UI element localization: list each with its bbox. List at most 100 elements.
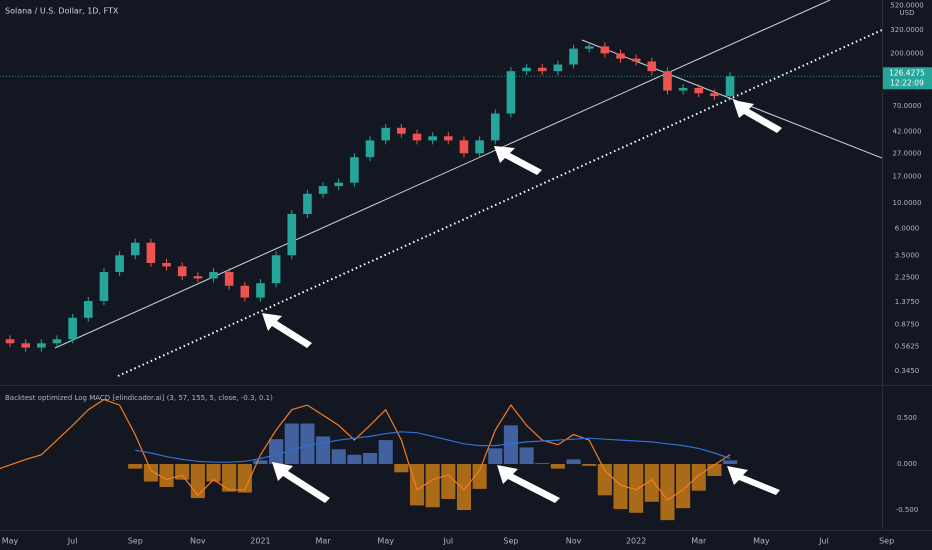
currency: USD [900,9,915,17]
candle [287,214,297,256]
candle [162,262,171,267]
candle [303,193,312,215]
histogram-bar [300,423,315,465]
candle [678,87,688,91]
countdown: 12:22:09 [890,78,924,87]
x-tick-label: Jul [67,537,78,546]
histogram-bar [237,464,252,493]
histogram-bar [676,464,691,509]
histogram-bar [409,464,425,506]
candle [584,46,594,49]
x-tick-label: Mar [316,537,332,546]
histogram-bar [347,454,362,465]
histogram-bar [582,464,597,466]
price-tag [883,67,932,90]
candle [5,339,15,344]
candle [381,127,391,141]
candle [334,182,344,187]
candle [631,58,641,62]
candle [412,133,422,141]
histogram-bar [519,447,534,465]
histogram-bar [472,464,487,489]
support-line [117,29,882,377]
y-tick-label: -0.500 [896,506,919,514]
candle [83,300,93,318]
y-tick-label: 70.0000 [893,102,922,110]
histogram-bar [550,464,565,469]
histogram-bar [363,452,378,465]
histogram-bar [253,460,268,465]
candle [459,140,469,154]
y-tick-label: 2.2500 [895,273,920,281]
histogram-bar [190,464,205,499]
histogram-bar [128,464,143,469]
y-tick-label: 10.0000 [893,199,922,207]
candle [130,242,140,256]
candle [506,71,516,114]
histogram-bar [723,460,738,465]
histogram-bar [613,464,628,510]
arrow [272,462,330,503]
indicator-title: Backtest optimized Log MACD [elindicador… [5,394,273,402]
candle [68,317,77,340]
x-tick-label: Nov [190,537,206,546]
x-tick-label: Sep [879,537,894,546]
candle [663,71,672,91]
x-tick-label: Nov [566,537,582,546]
candle [209,272,218,279]
candle [350,157,359,183]
x-tick-label: May [2,537,19,546]
y-tick-label: 320.0000 [890,26,923,34]
candle [553,64,563,72]
candle [52,339,62,344]
histogram-bar [331,449,346,465]
candle [365,140,375,158]
histogram-bar [143,464,158,482]
x-tick-label: Jul [442,537,453,546]
candle [444,136,453,141]
candle [428,136,437,141]
x-tick-label: Mar [691,537,707,546]
candle [725,76,735,97]
histogram-bar [707,464,722,476]
candle [537,67,547,72]
x-tick-label: Sep [503,537,518,546]
candle [318,186,328,194]
y-tick-label: 0.3450 [895,367,920,375]
histogram-bar [175,464,190,480]
candle [240,285,250,298]
candle [177,266,187,277]
candle [616,53,625,59]
arrow [494,146,542,175]
histogram-bar [660,464,675,521]
arrows [262,100,782,503]
histogram-bar [644,464,659,502]
histogram-bar [284,423,299,465]
arrow [497,465,560,503]
symbol-title: Solana / U.S. Dollar, 1D, FTX [5,7,119,16]
candle [224,272,234,286]
histogram-bar [394,464,409,473]
candle [256,283,265,298]
price-pane [0,42,882,352]
histogram-bar [206,464,221,482]
histogram-bar [269,439,284,465]
macd-line [135,431,731,463]
histogram-bar [456,464,472,511]
x-tick-label: 2022 [626,537,646,546]
trend-line [54,0,831,349]
macd-pane [0,398,738,521]
y-tick-label: 42.0000 [893,127,922,135]
y-tick-label: 6.0000 [895,224,920,232]
histogram-bar [503,425,518,465]
candle [569,48,578,65]
y-tick-label: 0.000 [897,460,917,468]
histogram-bar [425,464,440,508]
arrow [727,466,780,495]
histogram-bar [159,464,174,488]
histogram-bar [316,436,331,465]
x-tick-label: Sep [128,537,143,546]
candle [694,87,704,94]
histogram-bar [566,459,581,465]
